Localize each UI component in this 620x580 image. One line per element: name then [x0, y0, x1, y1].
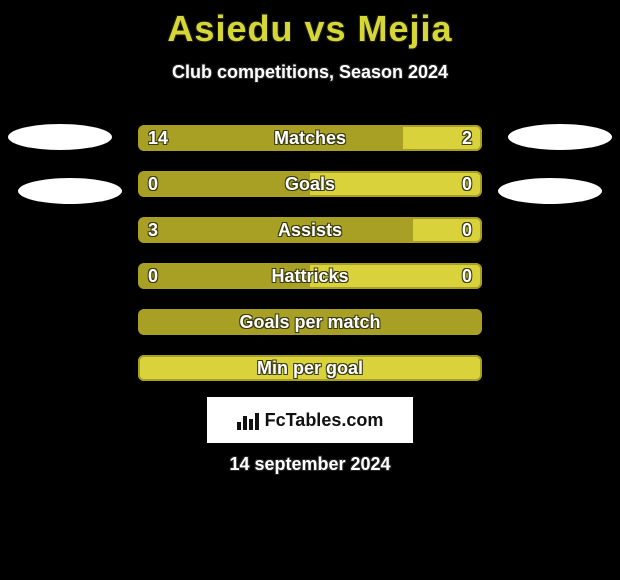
- stat-value-left: 0: [148, 171, 158, 197]
- stat-row: Goals0 0: [138, 171, 482, 197]
- logo-text: FcTables.com: [265, 410, 384, 431]
- stat-label: Matches: [138, 125, 482, 151]
- stat-row: Hattricks0 0: [138, 263, 482, 289]
- stat-label: Goals: [138, 171, 482, 197]
- bars-icon: [237, 410, 259, 430]
- stat-label: Goals per match: [138, 309, 482, 335]
- stat-value-left: 3: [148, 217, 158, 243]
- stat-label: Assists: [138, 217, 482, 243]
- stat-row: Min per goal: [138, 355, 482, 381]
- stat-value-right: 0: [462, 171, 472, 197]
- subtitle: Club competitions, Season 2024: [0, 62, 620, 83]
- player2-name: Mejia: [358, 8, 453, 49]
- comparison-card: Asiedu vs Mejia Club competitions, Seaso…: [0, 0, 620, 580]
- stat-value-right: 0: [462, 217, 472, 243]
- stat-bars: Matches142Goals00Assists30Hattricks00Goa…: [138, 125, 482, 401]
- stat-row: Goals per match: [138, 309, 482, 335]
- vs-label: vs: [304, 8, 346, 49]
- player2-avatar-top: [508, 124, 612, 150]
- stat-row: Matches14 2: [138, 125, 482, 151]
- player2-avatar-bottom: [498, 178, 602, 204]
- date-label: 14 september 2024: [0, 454, 620, 475]
- player1-avatar-top: [8, 124, 112, 150]
- fctables-logo: FcTables.com: [207, 397, 413, 443]
- player1-avatar-bottom: [18, 178, 122, 204]
- stat-value-right: 2: [462, 125, 472, 151]
- stat-value-left: 14: [148, 125, 168, 151]
- stat-value-right: 0: [462, 263, 472, 289]
- stat-label: Min per goal: [138, 355, 482, 381]
- stat-value-left: 0: [148, 263, 158, 289]
- player1-name: Asiedu: [167, 8, 293, 49]
- stat-label: Hattricks: [138, 263, 482, 289]
- title: Asiedu vs Mejia: [0, 8, 620, 50]
- stat-row: Assists3 0: [138, 217, 482, 243]
